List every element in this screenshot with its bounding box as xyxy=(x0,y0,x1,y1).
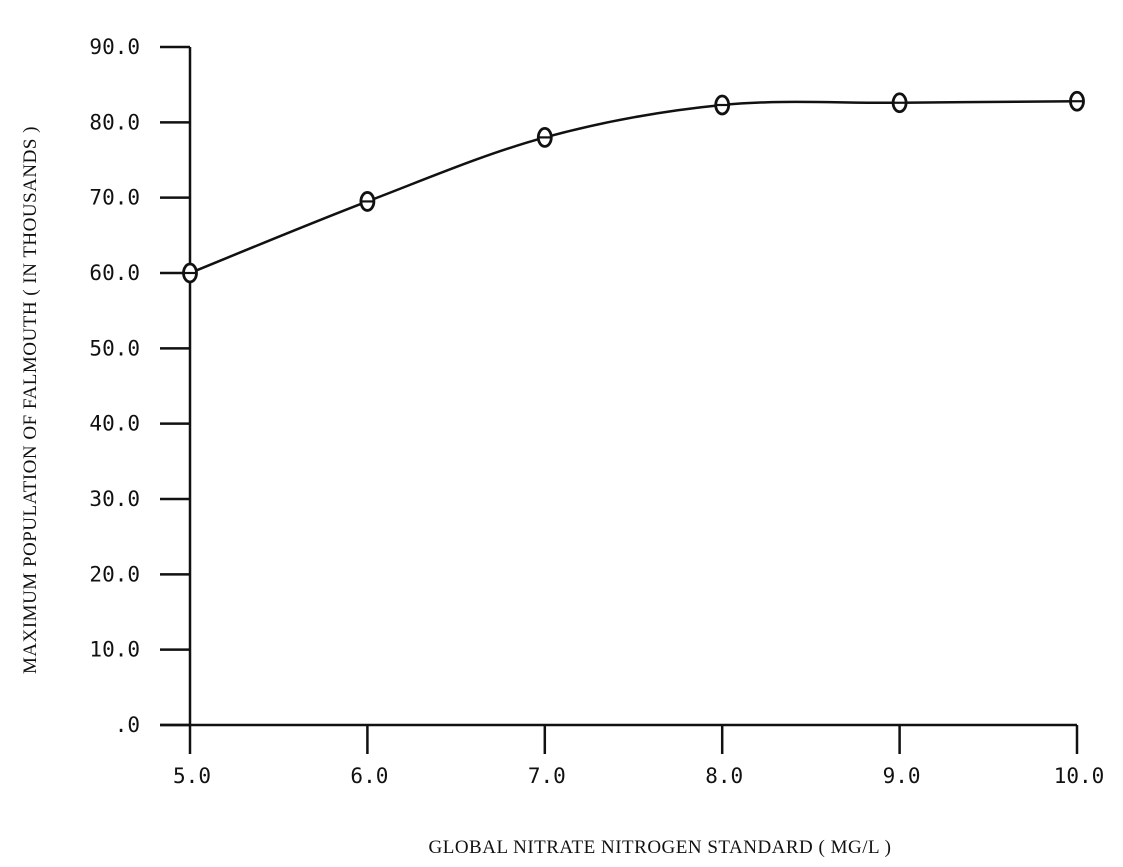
x-tick-label: 6.0 xyxy=(350,764,388,788)
series xyxy=(182,90,1085,284)
y-tick-label: 40.0 xyxy=(89,412,140,436)
axes xyxy=(160,47,1077,727)
y-tick-label: 80.0 xyxy=(89,110,140,134)
y-tick-label: 30.0 xyxy=(89,487,140,511)
data-point-marker xyxy=(536,126,553,148)
x-tick-label: 10.0 xyxy=(1054,764,1105,788)
x-ticks: 5.0 6.0 7.0 8.0 9.0 10.0 xyxy=(173,725,1104,788)
x-axis-title: GLOBAL NITRATE NITROGEN STANDARD ( MG/L … xyxy=(429,837,892,858)
data-point-marker xyxy=(182,262,198,284)
y-tick-label: 50.0 xyxy=(89,336,140,360)
data-point-marker xyxy=(1069,90,1085,112)
y-tick-label: .0 xyxy=(115,713,140,737)
y-tick-label: 60.0 xyxy=(89,261,140,285)
x-tick-label: 7.0 xyxy=(528,764,566,788)
y-axis-title: MAXIMUM POPULATION OF FALMOUTH ( IN THOU… xyxy=(20,126,41,674)
series-line xyxy=(189,99,1078,275)
y-tick-label: 90.0 xyxy=(89,35,140,59)
y-tick-label: 20.0 xyxy=(89,562,140,586)
data-point-marker xyxy=(714,94,731,116)
x-tick-label: 8.0 xyxy=(705,764,743,788)
data-point-marker xyxy=(359,191,376,212)
y-ticks: .0 10.0 20.0 30.0 40.0 50.0 60.0 70.0 80.0 90.0 xyxy=(89,35,190,737)
x-tick-label: 5.0 xyxy=(173,764,211,788)
data-point-marker xyxy=(891,92,908,114)
x-tick-label: 9.0 xyxy=(883,764,921,788)
y-tick-label: 10.0 xyxy=(89,638,140,662)
y-tick-label: 70.0 xyxy=(89,186,140,210)
